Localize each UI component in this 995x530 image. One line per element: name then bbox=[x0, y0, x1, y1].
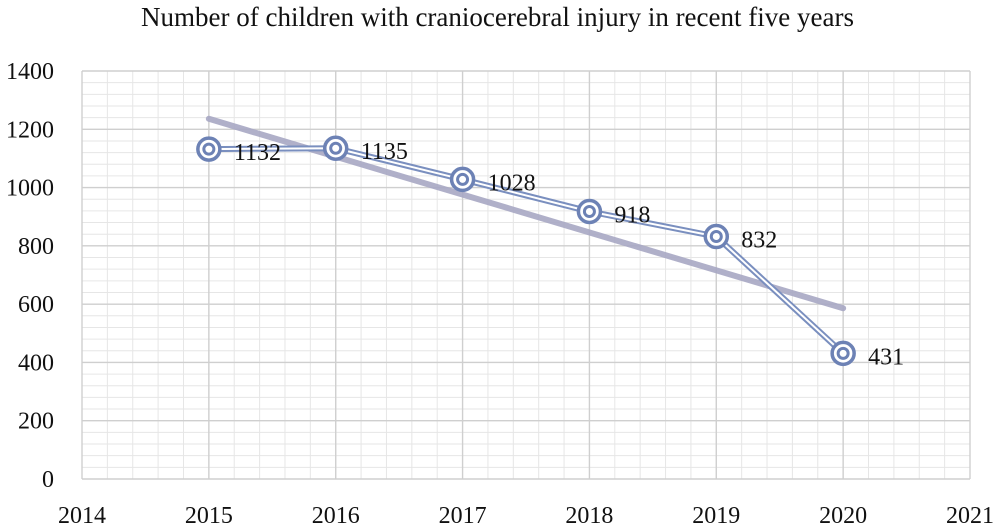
y-tick-label: 0 bbox=[42, 467, 54, 493]
x-tick-label: 2019 bbox=[692, 503, 740, 529]
x-tick-label: 2021 bbox=[946, 503, 994, 529]
x-tick-label: 2020 bbox=[819, 503, 867, 529]
y-tick-label: 1200 bbox=[6, 117, 54, 143]
data-label: 1135 bbox=[361, 139, 408, 165]
x-tick-label: 2014 bbox=[58, 503, 106, 529]
y-tick-label: 200 bbox=[18, 409, 54, 435]
y-tick-label: 1400 bbox=[6, 59, 54, 85]
y-tick-label: 400 bbox=[18, 350, 54, 376]
data-label: 431 bbox=[868, 344, 904, 370]
x-tick-label: 2015 bbox=[185, 503, 233, 529]
y-tick-label: 800 bbox=[18, 234, 54, 260]
data-point-marker-inner bbox=[202, 142, 216, 156]
data-point-marker-inner bbox=[329, 141, 343, 155]
x-tick-label: 2017 bbox=[439, 503, 487, 529]
data-point-marker-inner bbox=[709, 230, 723, 244]
y-tick-label: 600 bbox=[18, 292, 54, 318]
x-tick-label: 2016 bbox=[312, 503, 360, 529]
data-label: 918 bbox=[614, 202, 650, 228]
data-point-marker-inner bbox=[836, 346, 850, 360]
data-label: 832 bbox=[741, 228, 777, 254]
data-label: 1028 bbox=[488, 170, 536, 196]
chart-title: Number of children with craniocerebral i… bbox=[141, 2, 854, 32]
data-point-marker-inner bbox=[456, 172, 470, 186]
data-label: 1132 bbox=[234, 140, 281, 166]
data-point-marker-inner bbox=[582, 204, 596, 218]
series-line-core bbox=[208, 147, 844, 355]
x-tick-label: 2018 bbox=[565, 503, 613, 529]
y-tick-label: 1000 bbox=[6, 176, 54, 202]
